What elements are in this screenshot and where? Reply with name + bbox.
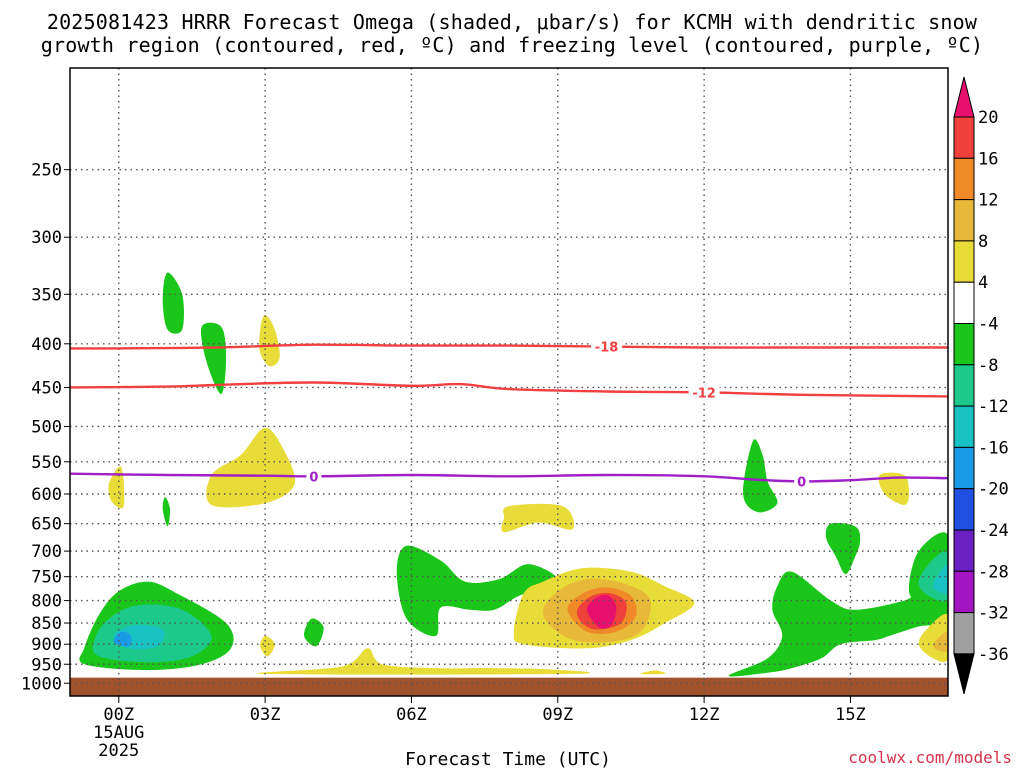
contour-label-background <box>794 473 810 490</box>
temperature-contour-line <box>70 472 948 483</box>
pressure-tick-label: 600 <box>31 485 62 505</box>
colorbar-swatch <box>953 612 975 655</box>
time-tick-label: 03Z <box>250 705 281 725</box>
pressure-tick-label: 700 <box>31 542 62 562</box>
omega-shaded-region <box>396 545 558 637</box>
omega-shaded-region <box>304 618 324 647</box>
colorbar-swatch <box>953 157 975 201</box>
colorbar-label: 8 <box>978 232 988 252</box>
contour-label: 0 <box>309 470 318 485</box>
x-axis-title: Forecast Time (UTC) <box>405 749 611 768</box>
colorbar-swatch <box>953 529 975 572</box>
chart-title-line-2: growth region (contoured, red, ºC) and f… <box>40 33 984 57</box>
omega-shaded-region <box>728 571 948 677</box>
colorbar-swatch <box>953 488 975 531</box>
colorbar-swatch <box>953 405 975 448</box>
ground-layer <box>70 677 948 696</box>
omega-shaded-region <box>256 648 591 675</box>
pressure-axis: 2503003504004505005506006507007508008509… <box>21 161 70 694</box>
colorbar-label: -20 <box>978 480 1009 500</box>
plot-frame <box>69 67 949 697</box>
time-tick-label: 12Z <box>689 705 720 725</box>
time-tick-label: 00Z <box>103 705 134 725</box>
contour-label: 0 <box>797 475 806 490</box>
colorbar-swatch <box>953 364 975 407</box>
grid-layer <box>70 68 948 696</box>
colorbar-label: 12 <box>978 191 998 211</box>
colorbar-swatch <box>953 240 975 283</box>
omega-shaded-region <box>162 497 171 527</box>
pressure-tick-label: 350 <box>31 285 62 305</box>
pressure-tick-label: 250 <box>31 161 62 181</box>
temperature-contour-line <box>70 381 948 398</box>
temperature-contours-layer: -18 -12 0 0 <box>70 338 948 490</box>
pressure-tick-label: 900 <box>31 635 62 655</box>
pressure-tick-label: 550 <box>31 453 62 473</box>
omega-shaded-region <box>878 472 909 505</box>
colorbar-label: -36 <box>978 645 1009 665</box>
colorbar-bottom-arrow <box>953 653 975 695</box>
pressure-tick-label: 1000 <box>21 674 62 694</box>
pressure-tick-label: 750 <box>31 568 62 588</box>
pressure-tick-label: 450 <box>31 378 62 398</box>
pressure-tick-label: 650 <box>31 515 62 535</box>
omega-shaded-region <box>260 635 275 657</box>
colorbar-swatch <box>953 446 975 490</box>
time-tick-label: 09Z <box>542 705 573 725</box>
omega-shaded-region <box>933 631 948 652</box>
omega-shaded-region <box>206 427 296 508</box>
colorbar-label: 16 <box>978 149 998 169</box>
pressure-tick-label: 850 <box>31 614 62 634</box>
omega-shaded-region <box>162 272 184 334</box>
ground-fill <box>70 677 948 696</box>
omega-shaded-region <box>108 466 125 509</box>
colorbar-label: -12 <box>978 397 1009 417</box>
credit-text: coolwx.com/models <box>848 748 1012 767</box>
colorbar-swatch <box>953 199 975 242</box>
temperature-contour-line <box>70 343 948 350</box>
omega-shaded-region <box>586 594 617 629</box>
colorbar-label: 20 <box>978 108 998 128</box>
colorbar-swatch <box>953 323 975 366</box>
colorbar-label: -32 <box>978 604 1009 624</box>
chart-title-line-1: 2025081423 HRRR Forecast Omega (shaded, … <box>46 10 978 34</box>
omega-shaded-region <box>640 670 666 675</box>
contour-label-background <box>688 384 720 401</box>
pressure-tick-label: 400 <box>31 335 62 355</box>
plot-border <box>69 67 949 697</box>
contour-label: -12 <box>692 386 716 401</box>
time-tick-label: 2025 <box>98 741 139 761</box>
colorbar-swatch <box>953 570 975 614</box>
contour-label: -18 <box>595 341 619 356</box>
colorbar-label: 4 <box>978 273 988 293</box>
colorbar-label: -4 <box>978 315 998 335</box>
omega-shaded-region <box>501 503 575 533</box>
omega-shaded-region <box>200 322 227 395</box>
pressure-tick-label: 800 <box>31 592 62 612</box>
colorbar-label: -28 <box>978 562 1009 582</box>
omega-colorbar: 20 16 12 8 4 -4 -8 -12 -16 -20 -24 -28 -32 -36 <box>953 76 1009 695</box>
contour-label-background <box>591 338 623 355</box>
colorbar-swatch <box>953 281 975 325</box>
colorbar-label: -8 <box>978 356 998 376</box>
colorbar-top-arrow <box>953 76 975 118</box>
pressure-tick-label: 300 <box>31 228 62 248</box>
colorbar-label: -16 <box>978 438 1009 458</box>
omega-shaded-region <box>933 564 948 594</box>
omega-shaded-region <box>825 522 861 575</box>
omega-shading-layer <box>79 272 948 677</box>
time-tick-label: 06Z <box>396 705 427 725</box>
pressure-tick-label: 500 <box>31 417 62 437</box>
pressure-tick-label: 950 <box>31 655 62 675</box>
time-tick-label: 15Z <box>835 705 866 725</box>
colorbar-label: -24 <box>978 521 1009 541</box>
time-tick-label: 15AUG <box>93 723 144 743</box>
colorbar-swatch <box>953 116 975 159</box>
contour-label-background <box>306 468 322 485</box>
